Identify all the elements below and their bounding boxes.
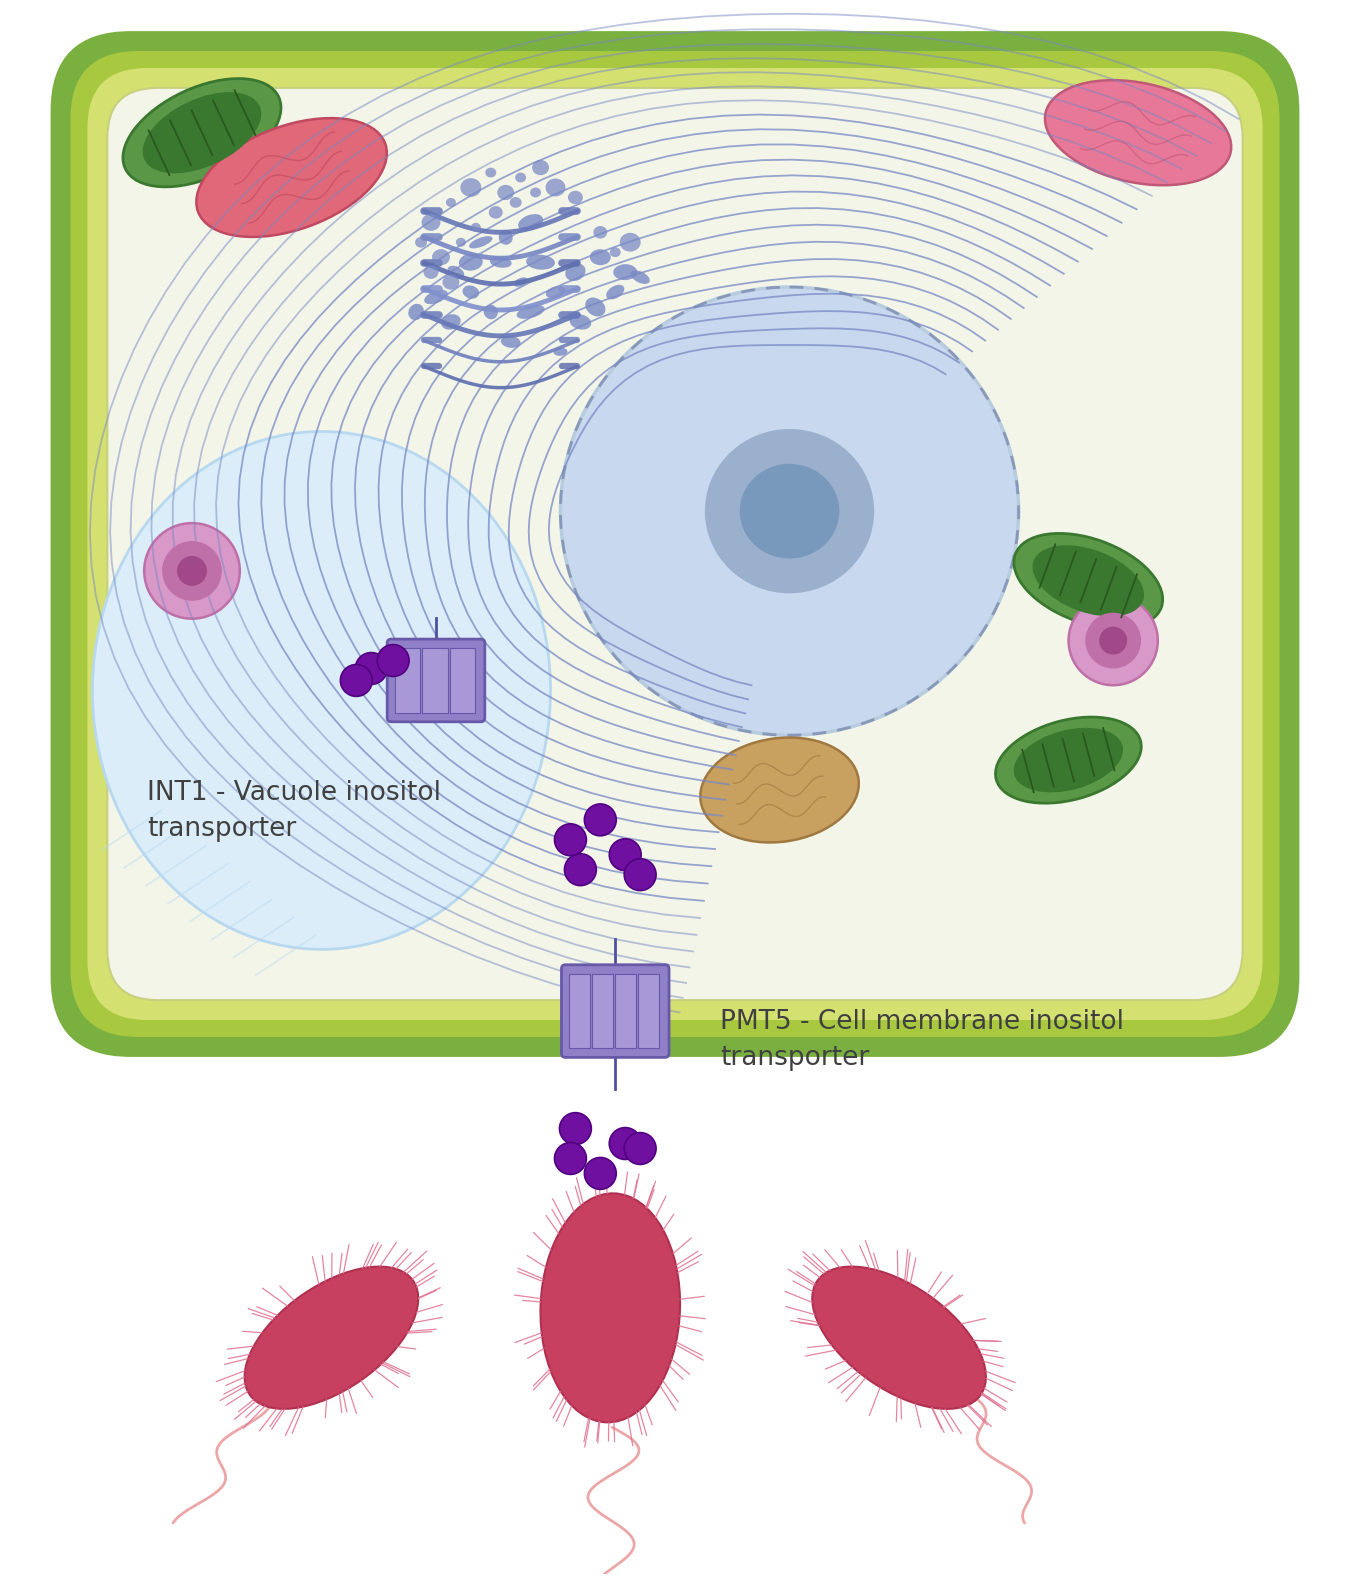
Ellipse shape (1033, 546, 1143, 617)
Ellipse shape (123, 79, 281, 186)
Bar (570, 973, 590, 1049)
Ellipse shape (516, 172, 526, 183)
Ellipse shape (424, 265, 439, 279)
Ellipse shape (705, 429, 875, 593)
Circle shape (624, 1132, 656, 1164)
Bar (450, 648, 475, 713)
Ellipse shape (501, 336, 521, 349)
Circle shape (609, 839, 641, 871)
Circle shape (1099, 626, 1127, 654)
Circle shape (1085, 613, 1141, 669)
Circle shape (564, 853, 597, 886)
Ellipse shape (441, 314, 460, 330)
Ellipse shape (1014, 533, 1162, 628)
Ellipse shape (408, 304, 424, 320)
Ellipse shape (510, 197, 521, 208)
Ellipse shape (568, 191, 583, 203)
Circle shape (144, 524, 240, 618)
Ellipse shape (1045, 80, 1231, 185)
Ellipse shape (518, 214, 543, 230)
FancyBboxPatch shape (88, 68, 1262, 1020)
Ellipse shape (594, 226, 608, 238)
Ellipse shape (560, 287, 1019, 735)
Ellipse shape (244, 1266, 418, 1408)
Circle shape (555, 823, 586, 856)
FancyBboxPatch shape (387, 639, 485, 722)
Ellipse shape (446, 199, 456, 207)
Ellipse shape (471, 222, 481, 232)
Ellipse shape (701, 738, 859, 842)
Ellipse shape (460, 178, 482, 197)
Circle shape (162, 541, 221, 601)
Ellipse shape (448, 267, 464, 279)
Ellipse shape (586, 298, 605, 317)
FancyBboxPatch shape (70, 50, 1280, 1038)
Ellipse shape (740, 464, 840, 558)
Bar (593, 973, 613, 1049)
Bar (616, 973, 636, 1049)
Ellipse shape (545, 178, 566, 197)
Ellipse shape (532, 159, 549, 175)
Ellipse shape (590, 249, 610, 265)
Ellipse shape (432, 249, 450, 265)
Ellipse shape (517, 304, 544, 319)
Ellipse shape (526, 254, 555, 270)
Circle shape (559, 1113, 591, 1145)
Circle shape (555, 1143, 586, 1175)
Ellipse shape (813, 1266, 986, 1408)
Circle shape (340, 664, 373, 697)
Ellipse shape (483, 304, 498, 319)
Ellipse shape (610, 248, 621, 257)
Ellipse shape (443, 274, 459, 290)
Circle shape (177, 557, 207, 585)
Ellipse shape (485, 167, 497, 178)
Ellipse shape (92, 432, 551, 949)
Ellipse shape (566, 263, 586, 281)
Bar (639, 973, 659, 1049)
FancyBboxPatch shape (50, 32, 1300, 1057)
Ellipse shape (456, 238, 466, 246)
Ellipse shape (540, 1194, 680, 1422)
Ellipse shape (554, 349, 567, 356)
Ellipse shape (531, 188, 541, 197)
Circle shape (355, 653, 387, 684)
Ellipse shape (143, 91, 261, 173)
Ellipse shape (570, 314, 591, 330)
Ellipse shape (196, 118, 387, 237)
Ellipse shape (459, 254, 483, 271)
Ellipse shape (497, 185, 514, 200)
Ellipse shape (498, 230, 513, 244)
Ellipse shape (468, 237, 493, 248)
FancyBboxPatch shape (562, 965, 670, 1058)
Ellipse shape (421, 214, 440, 230)
Circle shape (624, 859, 656, 891)
Ellipse shape (414, 237, 427, 248)
Bar (423, 648, 448, 713)
Ellipse shape (630, 270, 649, 284)
Ellipse shape (513, 278, 528, 287)
FancyBboxPatch shape (108, 88, 1242, 1000)
Text: PMT5 - Cell membrane inositol
transporter: PMT5 - Cell membrane inositol transporte… (720, 1009, 1123, 1071)
Ellipse shape (620, 233, 641, 252)
Ellipse shape (490, 257, 512, 268)
Circle shape (585, 804, 616, 836)
Ellipse shape (606, 285, 624, 300)
Ellipse shape (613, 265, 637, 281)
Bar (396, 648, 420, 713)
Ellipse shape (489, 207, 502, 219)
Circle shape (377, 645, 409, 677)
Ellipse shape (1014, 729, 1123, 792)
Text: INT1 - Vacuole inositol
transporter: INT1 - Vacuole inositol transporter (147, 781, 441, 842)
Ellipse shape (463, 285, 479, 298)
Circle shape (609, 1128, 641, 1159)
Ellipse shape (545, 285, 566, 298)
Circle shape (585, 1158, 616, 1189)
Ellipse shape (424, 290, 448, 304)
Ellipse shape (995, 718, 1141, 803)
Circle shape (1069, 596, 1158, 686)
